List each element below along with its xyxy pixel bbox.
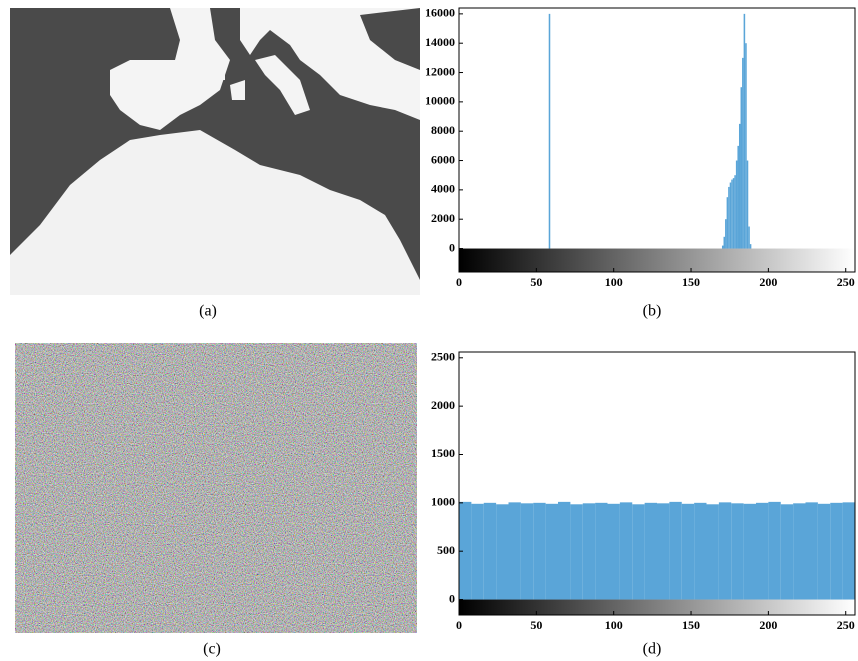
bar [731,503,744,600]
bar [471,503,484,600]
noise-image [15,343,417,633]
x-tick-label: 250 [837,275,855,289]
bar [459,501,472,600]
bar [830,502,843,600]
bar [740,87,743,249]
bar [728,186,730,249]
bar [570,504,583,600]
bar [520,503,534,600]
y-tick-label: 8000 [431,123,455,137]
colorbar [459,248,855,272]
bar [817,503,831,600]
bar [723,236,726,249]
y-tick-label: 500 [437,543,455,557]
y-tick-label: 10000 [425,94,455,108]
bar [737,145,739,249]
bar [842,502,855,600]
bar [496,504,509,600]
bar [748,226,750,249]
bar [732,178,735,249]
y-tick-label: 14000 [425,35,455,49]
x-tick-label: 150 [682,618,700,632]
caption: (a) [199,303,217,320]
bar [743,13,746,249]
y-tick-label: 4000 [431,182,455,196]
caption: (d) [643,641,662,658]
y-tick-label: 2000 [431,398,455,412]
bar [644,502,657,600]
bar [718,502,732,600]
colorbar [459,599,855,615]
bar [734,175,736,249]
bar [793,503,806,600]
caption: (b) [643,303,662,320]
y-tick-label: 2000 [431,211,455,225]
bar [582,503,596,600]
x-tick-label: 100 [605,618,623,632]
bar [548,13,551,249]
bar [726,197,729,249]
bar [735,160,738,249]
bar [657,503,670,600]
plot-frame [458,7,856,273]
bar [483,502,497,600]
y-tick-label: 0 [449,591,455,605]
bar [745,43,747,249]
x-tick-label: 200 [759,618,777,632]
bar [805,502,818,600]
bar [731,179,733,249]
y-tick-label: 2500 [431,350,455,364]
x-tick-label: 0 [456,618,462,632]
x-tick-label: 250 [837,618,855,632]
bar [508,502,521,600]
y-tick-label: 1500 [431,446,455,460]
x-tick-label: 200 [759,275,777,289]
plot-frame [458,351,856,616]
bar [729,182,732,249]
bar [742,57,744,249]
bar [694,502,707,600]
bar [619,502,633,600]
bar [743,503,756,600]
bar [780,504,794,600]
bar [749,244,752,249]
bar [595,502,608,600]
x-tick-label: 50 [530,275,542,289]
bar [669,501,682,600]
bar [533,502,546,600]
y-tick-label: 6000 [431,152,455,166]
x-tick-label: 150 [682,275,700,289]
y-tick-label: 16000 [425,6,455,20]
caption: (c) [203,641,221,658]
bar [756,502,769,600]
bar [558,501,571,600]
bar [721,245,724,249]
x-tick-label: 100 [605,275,623,289]
bar [746,160,749,249]
y-tick-label: 1000 [431,495,455,509]
map-image [10,8,420,295]
bar [768,501,781,600]
y-tick-label: 0 [449,240,455,254]
bar [632,504,645,600]
x-tick-label: 0 [456,275,462,289]
bar [725,219,727,249]
bar [607,503,620,600]
bar [681,503,695,600]
bar [706,504,719,600]
x-tick-label: 50 [530,618,542,632]
y-tick-label: 12000 [425,64,455,78]
bar [738,123,741,249]
bar [545,503,558,600]
